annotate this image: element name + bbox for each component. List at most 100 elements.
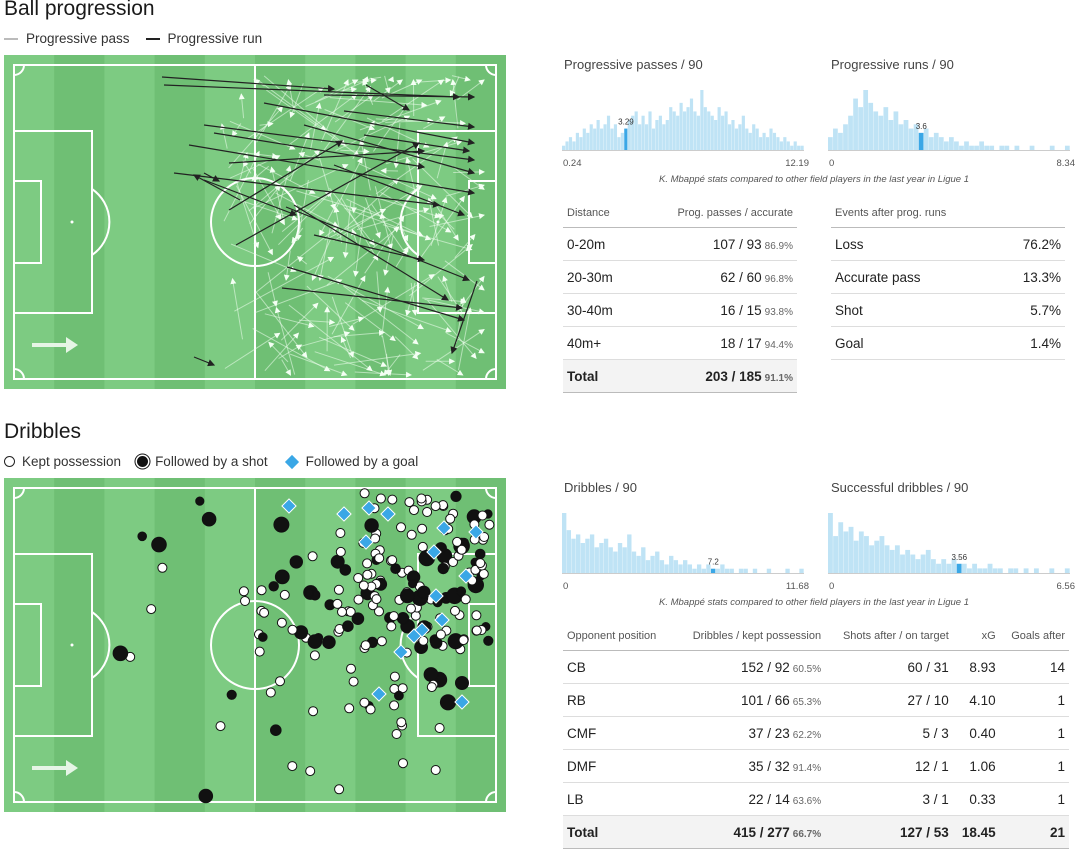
successful-dribbles-hist-bar: [890, 550, 895, 573]
successful-dribbles-hist-marker-label: 3.56: [952, 553, 968, 562]
dribble-followed-by-shot: [227, 690, 236, 699]
dribble-kept-possession: [453, 537, 462, 546]
dribbles-hist-bar: [571, 539, 575, 573]
prog-passes-hist-bar: [801, 146, 804, 150]
successful-dribbles-hist-bar: [936, 564, 941, 573]
dribble-kept-possession: [387, 622, 396, 631]
pitch-stripe: [54, 55, 105, 389]
dribbles-count: 152 / 92: [741, 660, 790, 675]
dribbles-hist-bar: [664, 564, 668, 573]
hist-prog-runs-title: Progressive runs / 90: [831, 57, 954, 72]
dribble-kept-possession: [260, 608, 269, 617]
successful-dribbles-hist-bar: [931, 559, 936, 573]
ball-progression-title: Ball progression: [4, 0, 155, 21]
dribble-followed-by-shot: [331, 555, 344, 568]
prog-runs-hist-bar: [919, 133, 924, 150]
dribble-kept-possession: [280, 590, 289, 599]
dribbles-count: 37 / 23: [748, 726, 789, 741]
dribble-kept-possession: [431, 766, 440, 775]
dribble-followed-by-shot: [306, 589, 314, 597]
prog-passes-hist-bar: [783, 137, 786, 150]
prog-runs-hist-bar: [969, 146, 974, 150]
prog-passes-hist-bar: [569, 137, 572, 150]
dribbles-hist-bar: [576, 534, 580, 573]
dribbles-hist-bar: [785, 569, 789, 573]
pitch-stripe: [104, 55, 155, 389]
dribble-kept-possession: [333, 599, 342, 608]
dribble-kept-possession: [354, 595, 363, 604]
legend-progressive-run: Progressive run: [168, 31, 263, 46]
prog-passes-hist-bar: [617, 137, 620, 150]
prog-passes-count: 203 / 185: [705, 369, 761, 384]
dribble-followed-by-shot: [323, 636, 336, 649]
prog-passes-hist-bar: [794, 141, 797, 150]
dribbles-hist-bar: [678, 564, 682, 573]
prog-runs-hist-marker-label: 3.6: [916, 122, 928, 131]
dribble-kept-possession: [407, 604, 416, 613]
dribble-kept-possession: [276, 677, 285, 686]
prog-runs-hist-min-label: 0: [829, 158, 834, 169]
prog-passes-hist-bar: [697, 116, 700, 150]
prog-passes-hist-bar: [648, 111, 651, 150]
prog-passes-hist-bar: [735, 129, 738, 150]
event-label: Shot: [831, 294, 988, 327]
prog-runs-hist-bar: [828, 137, 833, 150]
dribble-followed-by-shot: [401, 589, 415, 603]
penalty-spot: [71, 644, 74, 647]
prog-passes-hist-bar: [756, 129, 759, 150]
prog-passes-hist-bar: [728, 124, 731, 150]
successful-dribbles-hist-bar: [833, 536, 838, 573]
prog-passes-pct: 91.1%: [765, 373, 793, 384]
prog-passes-hist-bar: [586, 133, 589, 150]
dribbles-hist-bar: [799, 569, 803, 573]
dribbles-pitch: [4, 478, 506, 812]
dribble-kept-possession: [377, 637, 386, 646]
hist-dribbles-title: Dribbles / 90: [564, 480, 637, 495]
prog-runs-hist-bar: [833, 129, 838, 150]
successful-dribbles-hist-bar: [967, 568, 972, 573]
successful-dribbles-hist-bar: [1034, 568, 1039, 573]
distance-label: 40m+: [563, 327, 634, 360]
dribbles-hist-bar: [702, 569, 706, 573]
successful-dribbles-hist-bar: [885, 545, 890, 573]
dribbles-hist-min-label: 0: [563, 581, 568, 592]
dribble-kept-possession: [376, 494, 385, 503]
dribble-followed-by-shot: [274, 517, 289, 532]
dribble-followed-by-shot: [113, 646, 128, 661]
opponent-position: CMF: [563, 717, 672, 750]
opponent-position: LB: [563, 783, 672, 816]
dribbles-count: 415 / 277: [733, 825, 789, 840]
successful-dribbles-hist-bar: [946, 564, 951, 573]
shots-after: 60 / 31: [825, 651, 953, 684]
successful-dribbles-hist-bar: [993, 568, 998, 573]
opponent-position: Total: [563, 816, 672, 849]
prog-passes-hist-bar: [704, 107, 707, 150]
prog-runs-hist-bar: [959, 146, 964, 150]
shots-after: 27 / 10: [825, 684, 953, 717]
prog-runs-hist-bar: [904, 120, 909, 150]
dribbles-legend: Kept possession Followed by a shot Follo…: [4, 454, 434, 469]
progression-pitch: [4, 55, 506, 389]
prog-passes-hist-bar: [766, 137, 769, 150]
prog-passes-hist-bar: [655, 120, 658, 150]
dribble-followed-by-shot: [290, 556, 302, 568]
dribble-followed-by-shot: [152, 537, 167, 552]
successful-dribbles-hist-bar: [869, 545, 874, 573]
dribble-kept-possession: [427, 683, 436, 692]
dribble-kept-possession: [423, 508, 432, 517]
dribble-followed-by-shot: [202, 512, 216, 526]
prog-passes-hist-bar: [707, 111, 710, 150]
successful-dribbles-hist-min-label: 0: [829, 581, 834, 592]
dribble-kept-possession: [388, 556, 397, 565]
pitch-stripe: [456, 55, 506, 389]
prog-runs-hist-bar: [894, 111, 899, 150]
prog-runs-hist-bar: [1030, 146, 1035, 150]
event-value: 5.7%: [988, 294, 1065, 327]
progression-legend: Progressive pass Progressive run: [4, 31, 278, 46]
